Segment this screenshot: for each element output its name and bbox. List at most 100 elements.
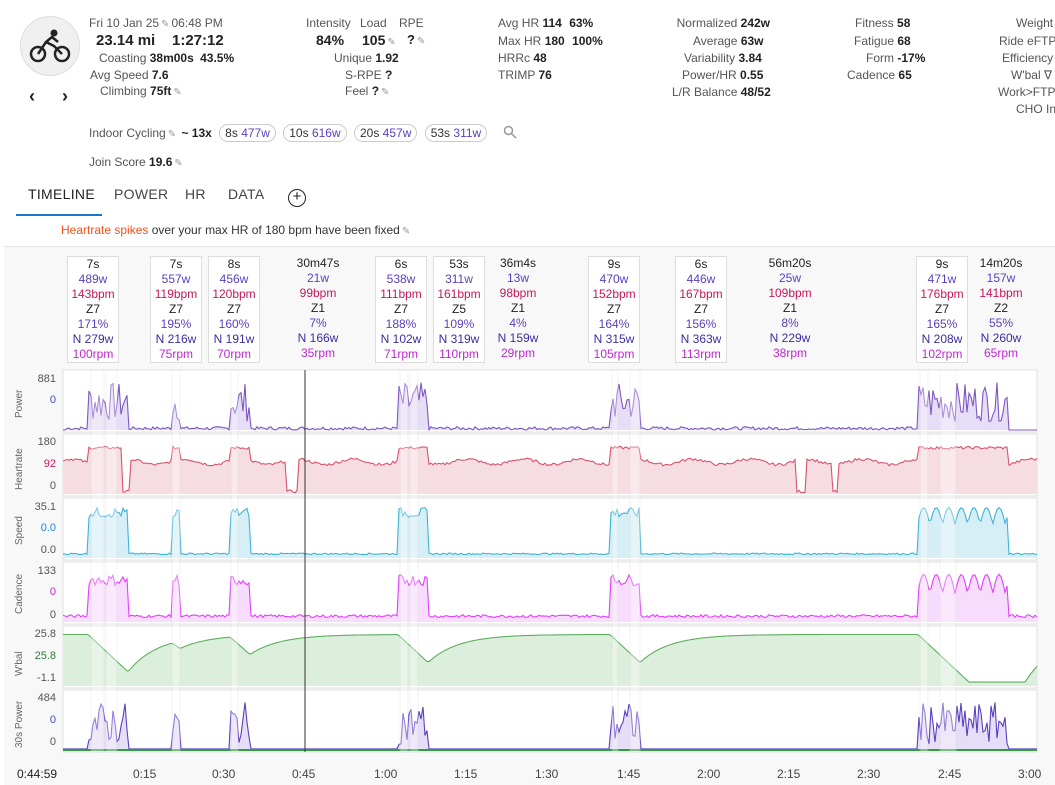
wbal-area: [63, 634, 1037, 686]
tab-power[interactable]: POWER: [114, 186, 169, 202]
interval-highlight-band: [919, 369, 929, 753]
interval-percent-ftp: 8%: [781, 316, 799, 330]
edit-load-icon[interactable]: ✎: [387, 37, 396, 48]
interval-pill[interactable]: 8s 477w: [219, 124, 276, 142]
edit-join-score-icon[interactable]: ✎: [174, 158, 183, 169]
interval-cadence: 110rpm: [439, 347, 479, 361]
interval-zone: Z7: [606, 302, 621, 316]
time-tick-label: 1:30: [535, 767, 559, 781]
form-stat: Form -17%: [866, 51, 926, 65]
interval-card[interactable]: 6s 446w 167bpm Z7 156% N 363w 113rpm: [675, 256, 727, 363]
interval-card[interactable]: 7s 489w 143bpm Z7 171% N 279w 100rpm: [67, 256, 119, 363]
average-power-stat: Average 63w: [693, 34, 764, 48]
feel-stat[interactable]: Feel ? ✎: [345, 84, 390, 98]
join-score-stat: Join Score 19.6 ✎: [89, 155, 183, 169]
edit-type-icon[interactable]: ✎: [167, 129, 177, 140]
activity-type[interactable]: Indoor Cycling: [89, 126, 166, 140]
prev-activity-button[interactable]: ‹: [29, 86, 35, 106]
fitness-stat: Fitness 58: [855, 16, 911, 30]
interval-cadence: 102rpm: [921, 347, 963, 361]
interval-percent-ftp: 4%: [509, 316, 527, 330]
power30-chart-bg: [62, 689, 1038, 753]
variability-stat: Variability 3.84: [684, 51, 762, 65]
wbal-current-label: 25.8: [34, 650, 56, 662]
climbing-stat: Climbing 75ft ✎: [100, 84, 182, 98]
interval-power: 311w: [445, 272, 473, 286]
tab-hr[interactable]: HR: [185, 186, 206, 202]
tab-timeline[interactable]: TIMELINE: [28, 186, 95, 202]
hr-max-label: 180: [37, 436, 56, 448]
edit-date-icon[interactable]: ✎: [161, 19, 170, 30]
interval-power: 157w: [986, 271, 1016, 285]
interval-cadence: 70rpm: [216, 347, 251, 361]
add-tab-button[interactable]: +: [288, 189, 306, 207]
interval-zone: Z7: [168, 302, 183, 316]
interval-card[interactable]: 8s 456w 120bpm Z7 160% N 191w 70rpm: [208, 256, 260, 363]
rpe-value[interactable]: ? ✎: [407, 32, 426, 47]
interval-power: 25w: [778, 271, 801, 285]
interval-percent-ftp: 156%: [685, 317, 717, 331]
interval-normalized: N 363w: [680, 332, 722, 346]
search-icon[interactable]: [503, 125, 517, 142]
interval-card[interactable]: 56m20s 25w 109bpm Z1 8% N 229w 38rpm: [764, 256, 816, 361]
interval-duration: 56m20s: [768, 256, 812, 270]
power-chart-bg: [62, 369, 1038, 433]
interval-pill[interactable]: 53s 311w: [424, 124, 488, 142]
wbal-label: W'bal ∇: [1011, 68, 1052, 82]
interval-card[interactable]: 14m20s 157w 141bpm Z2 55% N 260w 65rpm: [975, 256, 1027, 361]
interval-percent-ftp: 188%: [385, 317, 417, 331]
interval-duration: 8s: [227, 257, 241, 271]
interval-card[interactable]: 53s 311w 161bpm Z5 109% N 319w 110rpm: [433, 256, 485, 363]
interval-heartrate: 109bpm: [768, 286, 812, 300]
power30-area: [63, 702, 1037, 750]
interval-cadence: 38rpm: [772, 346, 807, 360]
interval-card[interactable]: 36m4s 13w 98bpm Z1 4% N 159w 29rpm: [492, 256, 544, 361]
interval-cadence: 75rpm: [158, 347, 193, 361]
interval-card[interactable]: 30m47s 21w 99bpm Z1 7% N 166w 35rpm: [292, 256, 344, 361]
interval-normalized: N 279w: [72, 332, 114, 346]
interval-heartrate: 161bpm: [437, 287, 481, 301]
active-tab-indicator: [16, 214, 102, 216]
interval-percent-ftp: 7%: [309, 316, 327, 330]
interval-percent-ftp: 165%: [926, 317, 958, 331]
interval-highlight-band: [230, 369, 239, 753]
load-value: 105 ✎: [362, 32, 396, 48]
interval-pill[interactable]: 10s 616w: [283, 124, 347, 142]
interval-card[interactable]: 7s 557w 119bpm Z7 195% N 216w 75rpm: [150, 256, 202, 363]
edit-climbing-icon[interactable]: ✎: [173, 87, 182, 98]
wbal-max-label: 25.8: [34, 628, 56, 640]
interval-normalized: N 208w: [921, 332, 963, 346]
interval-card[interactable]: 6s 538w 111bpm Z7 188% N 102w 71rpm: [375, 256, 427, 363]
interval-zone: Z1: [310, 301, 325, 315]
speed-min-label: 0.0: [40, 544, 56, 556]
interval-power: 557w: [161, 272, 191, 286]
power30-line: [63, 702, 1037, 750]
activity-type-row: Indoor Cycling ✎ ~ 13x 8s 477w 10s 616w 2…: [89, 124, 517, 142]
tab-data[interactable]: DATA: [228, 186, 265, 202]
interval-cadence: 100rpm: [72, 347, 114, 361]
interval-cadence: 29rpm: [500, 346, 535, 360]
rpe-label: RPE: [399, 16, 424, 30]
time-tick-label: 0:15: [133, 767, 157, 781]
hrrc-stat: HRRc 48: [498, 51, 547, 65]
interval-card[interactable]: 9s 471w 176bpm Z7 165% N 208w 102rpm: [916, 256, 968, 363]
edit-rpe-icon[interactable]: ✎: [416, 36, 426, 47]
interval-duration: 6s: [694, 257, 708, 271]
interval-heartrate: 98bpm: [499, 286, 537, 300]
avg-hr-stat: Avg HR 114 63%: [498, 16, 594, 30]
edit-feel-icon[interactable]: ✎: [381, 87, 390, 98]
interval-card[interactable]: 9s 470w 152bpm Z7 164% N 315w 105rpm: [588, 256, 640, 363]
next-activity-button[interactable]: ›: [62, 86, 68, 106]
interval-power: 470w: [599, 272, 629, 286]
interval-pill[interactable]: 20s 457w: [353, 124, 418, 142]
interval-heartrate: 119bpm: [154, 287, 198, 301]
interval-normalized: N 229w: [769, 331, 811, 345]
interval-duration: 7s: [169, 257, 183, 271]
interval-heartrate: 152bpm: [592, 287, 636, 301]
interval-zone: Z7: [226, 302, 241, 316]
speed-max-label: 35.1: [34, 501, 56, 513]
activity-distance: 23.14 mi: [96, 32, 156, 49]
edit-notice-icon[interactable]: ✎: [401, 226, 411, 237]
hr-current-label: 92: [43, 458, 56, 470]
